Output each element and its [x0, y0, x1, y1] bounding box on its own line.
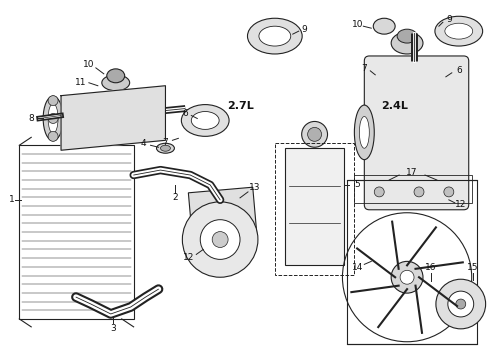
Text: 3: 3: [110, 324, 116, 333]
Text: 2: 2: [172, 193, 178, 202]
Text: 4: 4: [141, 139, 147, 148]
Circle shape: [400, 270, 414, 284]
Ellipse shape: [435, 16, 483, 46]
Text: 6: 6: [182, 109, 188, 118]
Circle shape: [200, 220, 240, 260]
Ellipse shape: [391, 32, 423, 54]
Text: 7: 7: [362, 64, 367, 73]
Text: 10: 10: [83, 60, 95, 69]
Bar: [275, 143, 354, 275]
Text: 12: 12: [455, 200, 466, 209]
Circle shape: [48, 96, 58, 105]
Circle shape: [308, 127, 321, 141]
Circle shape: [456, 299, 466, 309]
Ellipse shape: [247, 18, 302, 54]
Ellipse shape: [373, 18, 395, 34]
Ellipse shape: [161, 145, 171, 151]
Circle shape: [444, 187, 454, 197]
Text: 5: 5: [354, 180, 360, 189]
Text: 8: 8: [28, 114, 34, 123]
Bar: [347, 180, 477, 344]
Text: 13: 13: [249, 184, 261, 193]
Ellipse shape: [359, 117, 369, 148]
Text: 15: 15: [467, 263, 478, 272]
Text: 7: 7: [163, 138, 169, 147]
Ellipse shape: [191, 112, 219, 129]
Bar: [19, 145, 134, 319]
Ellipse shape: [48, 104, 58, 133]
Ellipse shape: [43, 96, 63, 141]
Text: 6: 6: [456, 66, 462, 75]
Text: 12: 12: [183, 253, 194, 262]
Text: 10: 10: [352, 20, 363, 29]
Bar: [285, 148, 344, 265]
Circle shape: [391, 261, 423, 293]
Text: 2.7L: 2.7L: [227, 100, 253, 111]
Text: 14: 14: [352, 263, 363, 272]
Ellipse shape: [259, 26, 291, 46]
Circle shape: [374, 187, 384, 197]
Ellipse shape: [354, 105, 374, 159]
Polygon shape: [61, 86, 166, 150]
Ellipse shape: [445, 23, 473, 39]
Ellipse shape: [107, 69, 124, 83]
Circle shape: [414, 187, 424, 197]
Bar: [354, 175, 472, 203]
Text: 9: 9: [302, 25, 308, 34]
Text: 9: 9: [446, 15, 452, 24]
Text: 17: 17: [406, 167, 418, 176]
Text: 16: 16: [425, 263, 437, 272]
Circle shape: [436, 279, 486, 329]
Circle shape: [302, 121, 327, 147]
Ellipse shape: [102, 75, 130, 91]
Text: 11: 11: [75, 78, 87, 87]
Ellipse shape: [181, 105, 229, 136]
Circle shape: [48, 113, 58, 123]
Ellipse shape: [156, 143, 174, 153]
Circle shape: [48, 131, 58, 141]
Text: 2.4L: 2.4L: [381, 100, 408, 111]
Text: 1: 1: [8, 195, 14, 204]
Circle shape: [212, 231, 228, 247]
Circle shape: [182, 202, 258, 277]
Bar: [188, 187, 257, 240]
Ellipse shape: [397, 29, 417, 43]
FancyBboxPatch shape: [365, 56, 469, 210]
Circle shape: [448, 291, 474, 317]
